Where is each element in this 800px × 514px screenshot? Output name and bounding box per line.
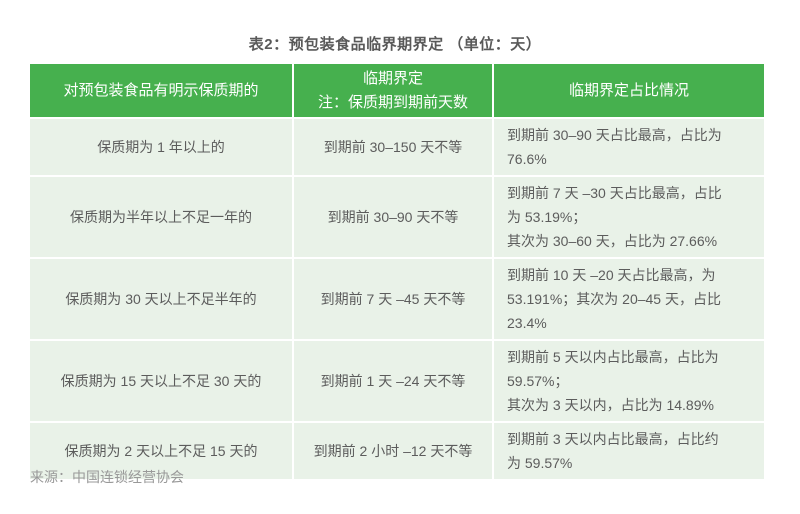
table-title: 表2：预包装食品临界期界定 （单位：天） <box>248 36 542 53</box>
cell-shelf-life: 保质期为 2 天以上不足 15 天的 <box>30 423 292 479</box>
header-cell-share: 临期界定占比情况 <box>494 64 764 117</box>
cell-definition: 到期前 1 天 –24 天不等 <box>294 341 492 421</box>
cell-shelf-life: 保质期为 15 天以上不足 30 天的 <box>30 341 292 421</box>
table-row: 保质期为半年以上不足一年的 到期前 30–90 天不等 到期前 7 天 –30 … <box>30 177 764 257</box>
cell-definition: 到期前 30–90 天不等 <box>294 177 492 257</box>
table-row: 保质期为 15 天以上不足 30 天的 到期前 1 天 –24 天不等 到期前 … <box>30 341 764 421</box>
cell-definition: 到期前 7 天 –45 天不等 <box>294 259 492 339</box>
cell-definition: 到期前 30–150 天不等 <box>294 119 492 175</box>
critical-period-table: 对预包装食品有明示保质期的 临期界定 注：保质期到期前天数 临期界定占比情况 保… <box>28 62 764 481</box>
header-cell-shelf-life: 对预包装食品有明示保质期的 <box>30 64 292 117</box>
cell-shelf-life: 保质期为 30 天以上不足半年的 <box>30 259 292 339</box>
cell-share: 到期前 10 天 –20 天占比最高，为 53.191%；其次为 20–45 天… <box>494 259 764 339</box>
cell-share: 到期前 30–90 天占比最高，占比为 76.6% <box>494 119 764 175</box>
header-cell-definition: 临期界定 注：保质期到期前天数 <box>294 64 492 117</box>
cell-share: 到期前 7 天 –30 天占比最高，占比 为 53.19%； 其次为 30–60… <box>494 177 764 257</box>
table-row: 保质期为 30 天以上不足半年的 到期前 7 天 –45 天不等 到期前 10 … <box>30 259 764 339</box>
cell-share: 到期前 3 天以内占比最高，占比约 为 59.57% <box>494 423 764 479</box>
source-note: 来源：中国连锁经营协会 <box>30 469 184 485</box>
cell-shelf-life: 保质期为半年以上不足一年的 <box>30 177 292 257</box>
data-table: 对预包装食品有明示保质期的 临期界定 注：保质期到期前天数 临期界定占比情况 保… <box>28 62 766 481</box>
cell-share: 到期前 5 天以内占比最高，占比为 59.57%； 其次为 3 天以内，占比为 … <box>494 341 764 421</box>
header-row: 对预包装食品有明示保质期的 临期界定 注：保质期到期前天数 临期界定占比情况 <box>30 64 764 117</box>
table-row: 保质期为 1 年以上的 到期前 30–150 天不等 到期前 30–90 天占比… <box>30 119 764 175</box>
cell-shelf-life: 保质期为 1 年以上的 <box>30 119 292 175</box>
table-row: 保质期为 2 天以上不足 15 天的 到期前 2 小时 –12 天不等 到期前 … <box>30 423 764 479</box>
cell-definition: 到期前 2 小时 –12 天不等 <box>294 423 492 479</box>
